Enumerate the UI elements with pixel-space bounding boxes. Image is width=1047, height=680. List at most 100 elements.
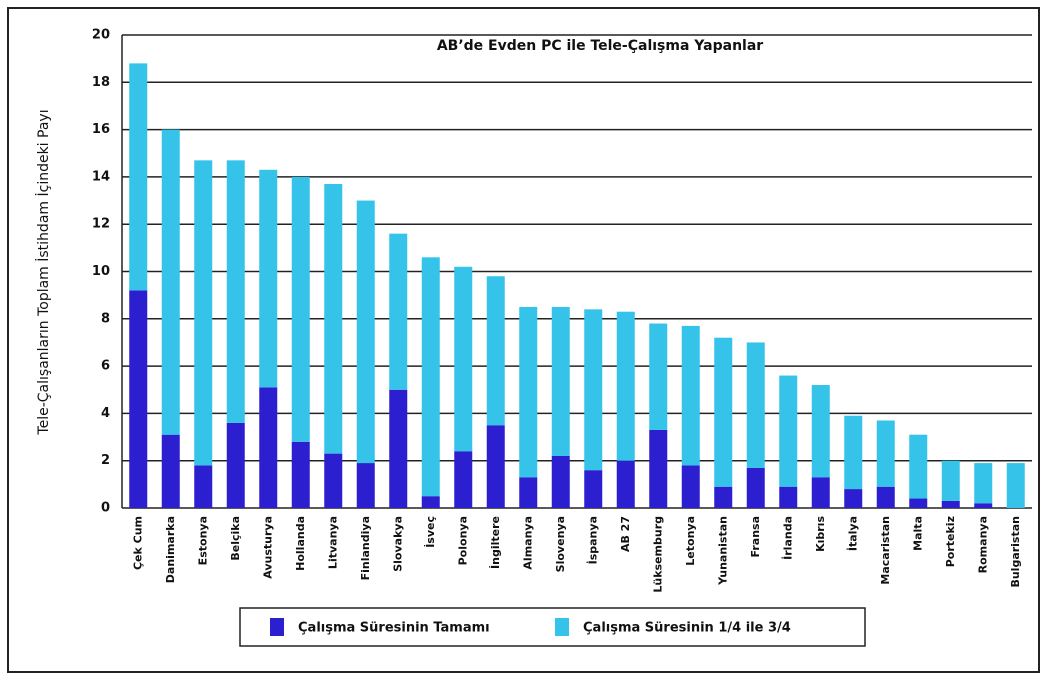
bar-segment <box>226 160 245 423</box>
frame <box>7 7 1040 673</box>
bar-segment <box>779 486 798 508</box>
legend-swatch <box>555 618 569 636</box>
bar-segment <box>324 183 343 454</box>
bar-segment <box>129 290 148 508</box>
bar-segment <box>486 425 505 508</box>
y-tick-label: 6 <box>101 359 110 374</box>
bar-segment <box>649 323 668 430</box>
bar-segment <box>779 375 798 487</box>
x-tick-label: Danimarka <box>164 516 177 583</box>
bar-segment <box>226 422 245 508</box>
bar-segment <box>551 455 570 508</box>
x-tick-label: Estonya <box>196 516 209 565</box>
x-tick-label: İrlanda <box>780 516 794 560</box>
x-tick-label: Almanya <box>521 516 534 570</box>
x-tick-label: Fransa <box>749 516 762 557</box>
x-tick-label: İsveç <box>423 516 437 548</box>
x-tick-label: Belçika <box>229 516 242 561</box>
x-tick-label: Romanya <box>976 516 989 573</box>
y-tick-label: 10 <box>92 264 110 279</box>
bar-segment <box>584 309 603 471</box>
bar-segment <box>941 460 960 501</box>
y-tick-label: 20 <box>92 28 110 43</box>
bar-segment <box>194 160 213 466</box>
y-tick-label: 16 <box>92 122 110 137</box>
x-tick-label: Malta <box>911 516 924 551</box>
y-axis-label: Tele-Çalışanların Toplam İstihdam İçinde… <box>34 109 52 435</box>
bar-segment <box>389 233 408 390</box>
bar-segment <box>291 441 310 508</box>
bar-segment <box>876 486 895 508</box>
bar-segment <box>746 467 765 508</box>
bar-segment <box>909 498 928 508</box>
chart-title: AB’de Evden PC ile Tele-Çalışma Yapanlar <box>437 38 763 54</box>
bar-segment <box>356 463 375 508</box>
bar-segment <box>941 500 960 508</box>
x-tick-label: AB 27 <box>619 516 632 552</box>
bar-segment <box>421 257 440 497</box>
x-tick-label: Macaristan <box>879 516 892 585</box>
bar-segment <box>876 420 895 487</box>
bar-segment <box>844 489 863 508</box>
y-tick-label: 12 <box>92 217 110 232</box>
x-tick-label: Çek Cum <box>131 516 144 570</box>
bar-segment <box>454 266 473 452</box>
x-tick-label: İspanya <box>585 516 599 564</box>
bar-segment <box>161 434 180 508</box>
bar-segment <box>161 129 180 435</box>
legend-label: Çalışma Süresinin 1/4 ile 3/4 <box>583 621 791 636</box>
y-tick-label: 0 <box>101 501 110 516</box>
legend-box <box>239 607 866 647</box>
bar-segment <box>259 169 278 388</box>
bar-segment <box>746 342 765 468</box>
bar-segment <box>454 451 473 508</box>
bar-segment <box>519 306 538 478</box>
bar-segment <box>649 429 668 508</box>
x-tick-label: Slovakya <box>391 516 404 572</box>
x-tick-label: İngiltere <box>488 516 502 569</box>
bar-segment <box>909 434 928 499</box>
bar-segment <box>681 465 700 508</box>
bar-segment <box>194 465 213 508</box>
bar-segment <box>714 486 733 508</box>
bar-segment <box>356 200 375 464</box>
bar-segment <box>486 276 505 426</box>
x-tick-label: Bulgaristan <box>1009 516 1022 588</box>
bar-segment <box>551 306 570 456</box>
bar-segment <box>811 477 830 508</box>
bar-segment <box>291 176 310 442</box>
x-tick-label: Portekiz <box>944 516 957 567</box>
x-tick-label: Avusturya <box>261 516 274 579</box>
y-tick-label: 14 <box>92 169 110 184</box>
legend-swatch <box>270 618 284 636</box>
bar-segment <box>324 453 343 508</box>
y-tick-label: 4 <box>101 406 110 421</box>
x-tick-label: Slovenya <box>554 516 567 572</box>
y-tick-label: 18 <box>92 75 110 90</box>
bar-segment <box>584 470 603 508</box>
bar-segment <box>389 389 408 508</box>
bar-segment <box>1006 463 1025 508</box>
x-tick-label: Letonya <box>684 516 697 566</box>
y-tick-label: 8 <box>101 311 110 326</box>
bar-segment <box>811 385 830 478</box>
bar-segment <box>681 325 700 466</box>
x-tick-label: Polonya <box>456 516 469 565</box>
bar-segment <box>974 463 993 504</box>
bar-segment <box>616 311 635 461</box>
x-tick-label: Kıbrıs <box>814 516 827 552</box>
bar-segment <box>844 415 863 490</box>
x-tick-label: İtalya <box>845 516 859 551</box>
bar-segment <box>714 337 733 487</box>
y-tick-label: 2 <box>101 453 110 468</box>
bar-segment <box>421 496 440 508</box>
x-tick-label: Litvanya <box>326 516 339 569</box>
bar-segment <box>129 63 148 291</box>
bar-segment <box>974 503 993 508</box>
bar-segment <box>616 460 635 508</box>
x-tick-label: Lüksemburg <box>651 516 664 593</box>
legend-label: Çalışma Süresinin Tamamı <box>298 621 490 636</box>
bar-segment <box>259 387 278 508</box>
x-tick-label: Hollanda <box>294 516 307 571</box>
